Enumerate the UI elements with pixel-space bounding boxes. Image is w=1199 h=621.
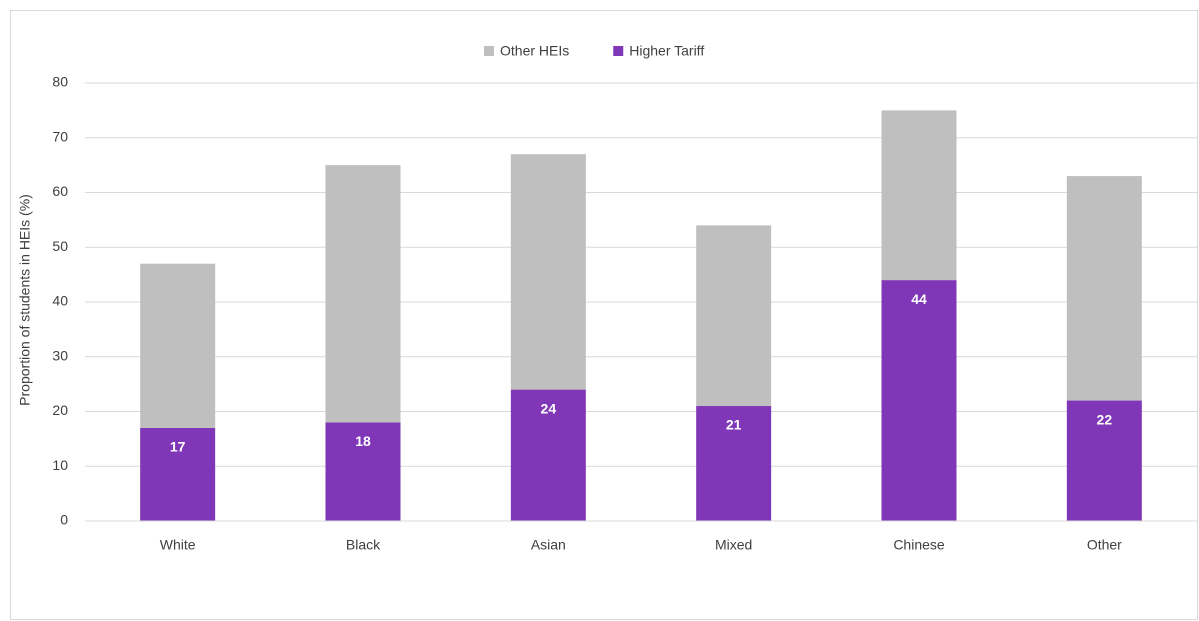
data-label: 17 xyxy=(170,439,186,455)
bar-segment xyxy=(696,406,772,521)
x-tick-label: White xyxy=(160,537,196,553)
legend-label: Higher Tariff xyxy=(629,43,704,59)
y-tick-label: 70 xyxy=(52,128,68,144)
bar-segment xyxy=(1066,176,1142,401)
bar-segment xyxy=(881,280,957,521)
bar-segment xyxy=(1066,400,1142,521)
legend-label: Other HEIs xyxy=(500,43,569,59)
x-tick-label: Black xyxy=(346,537,381,553)
chart-border xyxy=(10,10,1198,620)
bar-segment xyxy=(140,427,216,521)
legend-swatch xyxy=(613,46,624,56)
bar-segment xyxy=(696,225,772,407)
data-label: 21 xyxy=(726,417,742,433)
x-tick-label: Mixed xyxy=(715,537,752,553)
data-label: 22 xyxy=(1097,411,1113,427)
x-tick-label: Chinese xyxy=(893,537,945,553)
y-tick-label: 40 xyxy=(52,293,68,309)
data-label: 44 xyxy=(911,291,927,307)
y-tick-label: 10 xyxy=(52,457,68,473)
legend-swatch xyxy=(484,46,494,56)
x-tick-label: Other xyxy=(1087,537,1122,553)
bar-segment xyxy=(325,422,401,521)
x-tick-label: Asian xyxy=(531,537,566,553)
bar-segment xyxy=(325,165,401,423)
bar-segment xyxy=(510,389,586,521)
y-tick-label: 50 xyxy=(52,238,68,254)
y-axis-label: Proportion of students in HEIs (%) xyxy=(17,194,33,406)
y-tick-label: 30 xyxy=(52,347,68,363)
y-tick-label: 80 xyxy=(52,74,68,90)
y-tick-label: 60 xyxy=(52,183,68,199)
y-tick-label: 0 xyxy=(60,512,68,528)
data-label: 18 xyxy=(355,433,371,449)
bar-segment xyxy=(140,263,216,428)
bar-segment xyxy=(881,110,957,281)
y-tick-label: 20 xyxy=(52,402,68,418)
bar-segment xyxy=(510,154,586,390)
data-label: 24 xyxy=(541,400,557,416)
